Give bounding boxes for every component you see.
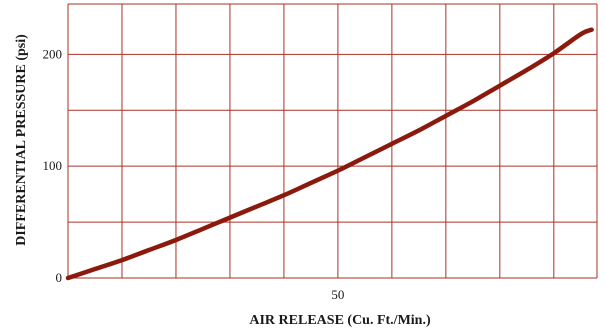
y-tick-label: 100 (43, 158, 63, 173)
y-tick-label: 0 (56, 270, 63, 285)
x-tick-label: 50 (331, 287, 344, 302)
tick-labels: 0 100 200 50 (43, 46, 345, 302)
series-group (65, 27, 594, 281)
series-line (65, 27, 594, 281)
y-axis-title: DIFFERENTIAL PRESSURE (psi) (14, 34, 29, 246)
y-tick-label: 200 (43, 46, 63, 61)
x-axis-title: AIR RELEASE (Cu. Ft./Min.) (249, 313, 431, 328)
grid (67, 3, 598, 279)
